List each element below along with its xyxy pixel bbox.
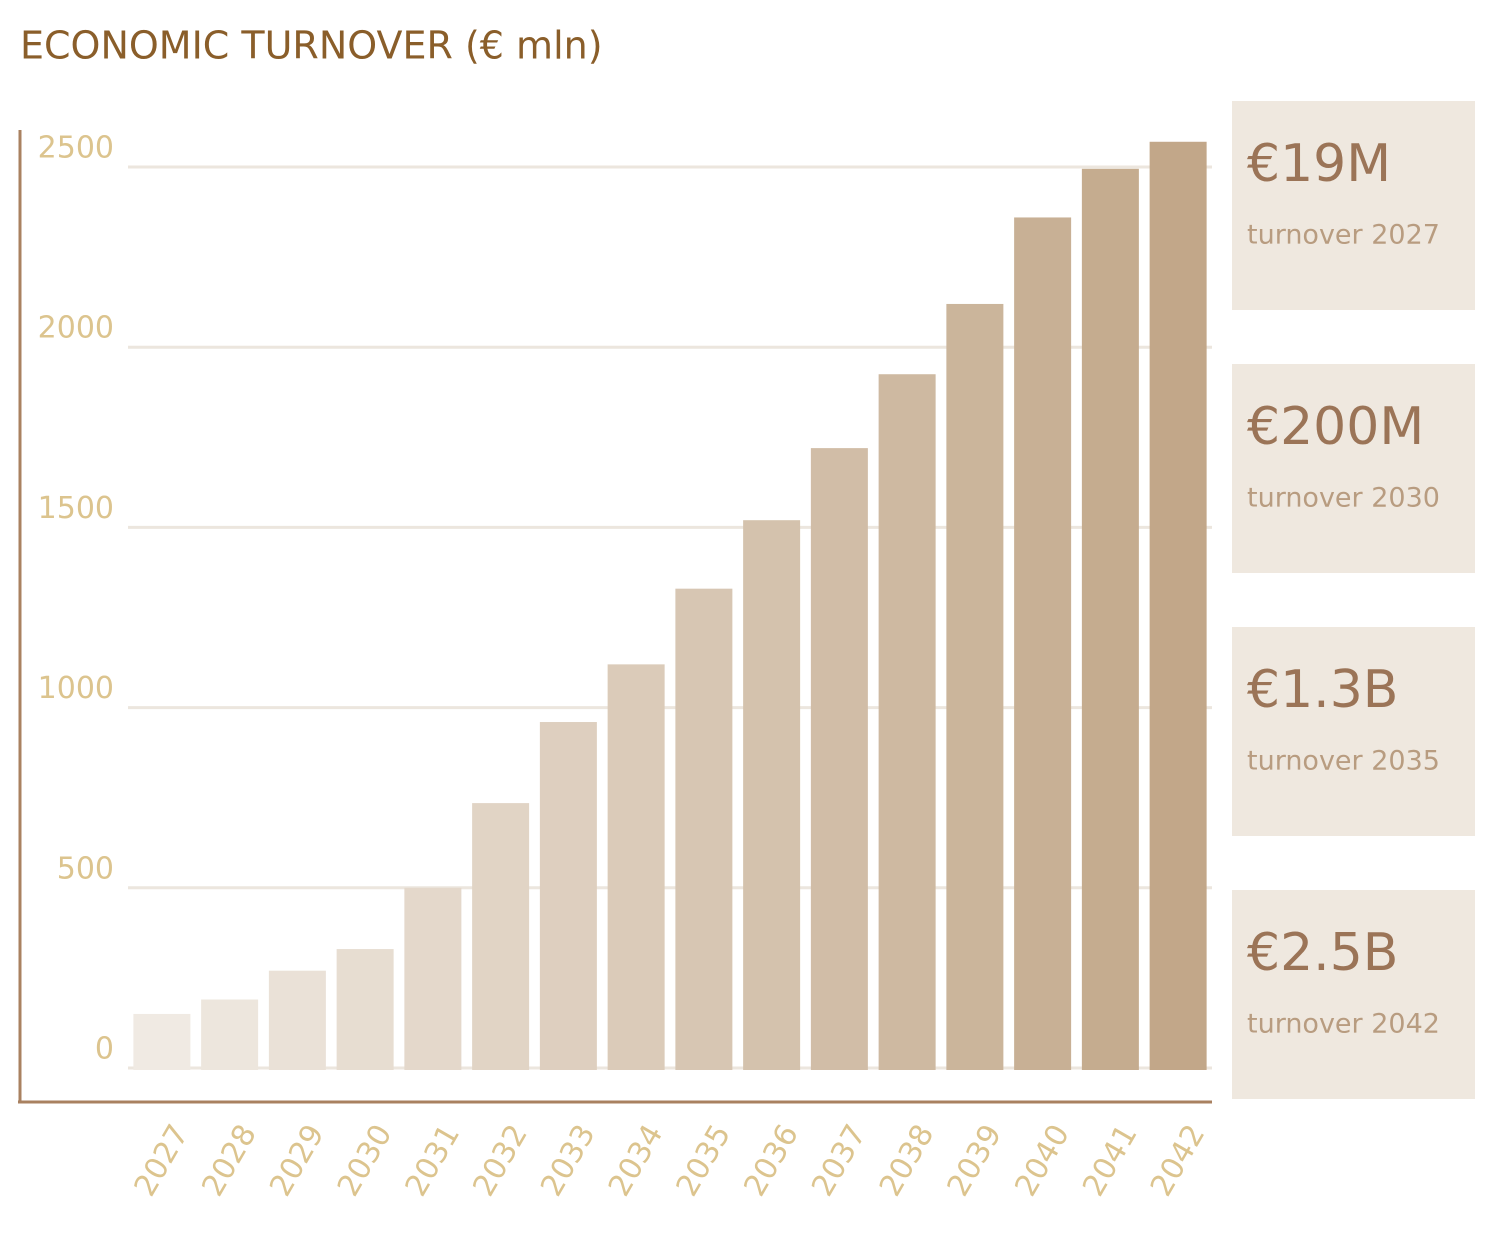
- bar: [878, 374, 936, 1071]
- bar: [607, 664, 665, 1070]
- bar: [675, 588, 733, 1070]
- bar: [201, 999, 259, 1070]
- stat-label: turnover 2042: [1247, 1009, 1440, 1040]
- x-tick-label: 2039: [941, 1119, 1009, 1203]
- y-tick-label: 1000: [38, 671, 114, 706]
- x-tick-label: 2035: [670, 1119, 738, 1203]
- stat-card: [1232, 890, 1475, 1099]
- bar: [539, 722, 597, 1070]
- bar: [133, 1013, 191, 1070]
- stat-label: turnover 2027: [1247, 220, 1440, 251]
- bar: [336, 949, 394, 1070]
- x-tick-label: 2036: [737, 1119, 805, 1203]
- y-tick-label: 0: [95, 1032, 114, 1067]
- chart-title: ECONOMIC TURNOVER (€ mln): [20, 24, 603, 68]
- y-tick-label: 2500: [38, 131, 114, 166]
- stat-card: [1232, 627, 1475, 836]
- y-tick-label: 1500: [38, 491, 114, 526]
- stat-value: €200M: [1247, 397, 1424, 457]
- x-tick-label: 2042: [1144, 1119, 1212, 1203]
- bar: [810, 448, 868, 1070]
- stat-label: turnover 2030: [1247, 483, 1440, 514]
- stat-value: €2.5B: [1247, 923, 1398, 983]
- x-tick-label: 2037: [805, 1119, 873, 1203]
- x-tick-label: 2030: [331, 1119, 399, 1203]
- x-tick-label: 2034: [602, 1119, 670, 1203]
- bar: [472, 803, 530, 1070]
- x-tick-label: 2040: [1008, 1119, 1076, 1203]
- x-tick-label: 2031: [399, 1119, 467, 1203]
- bar: [268, 970, 326, 1070]
- x-tick-label: 2028: [195, 1119, 263, 1203]
- stat-card: [1232, 101, 1475, 310]
- bar: [743, 520, 801, 1070]
- x-tick-label: 2027: [128, 1119, 196, 1203]
- x-tick-label: 2038: [873, 1119, 941, 1203]
- x-tick-label: 2029: [263, 1119, 331, 1203]
- stat-value: €19M: [1247, 134, 1391, 194]
- bar: [1149, 141, 1207, 1071]
- stat-value: €1.3B: [1247, 660, 1398, 720]
- stat-label: turnover 2035: [1247, 746, 1440, 777]
- x-tick-label: 2032: [466, 1119, 534, 1203]
- stat-card: [1232, 364, 1475, 573]
- bar: [1081, 168, 1139, 1070]
- bar: [946, 303, 1004, 1070]
- x-tick-label: 2041: [1076, 1119, 1144, 1203]
- y-tick-label: 500: [57, 851, 114, 886]
- bar: [1014, 217, 1072, 1070]
- x-tick-label: 2033: [534, 1119, 602, 1203]
- y-tick-label: 2000: [38, 311, 114, 346]
- bar: [404, 887, 462, 1070]
